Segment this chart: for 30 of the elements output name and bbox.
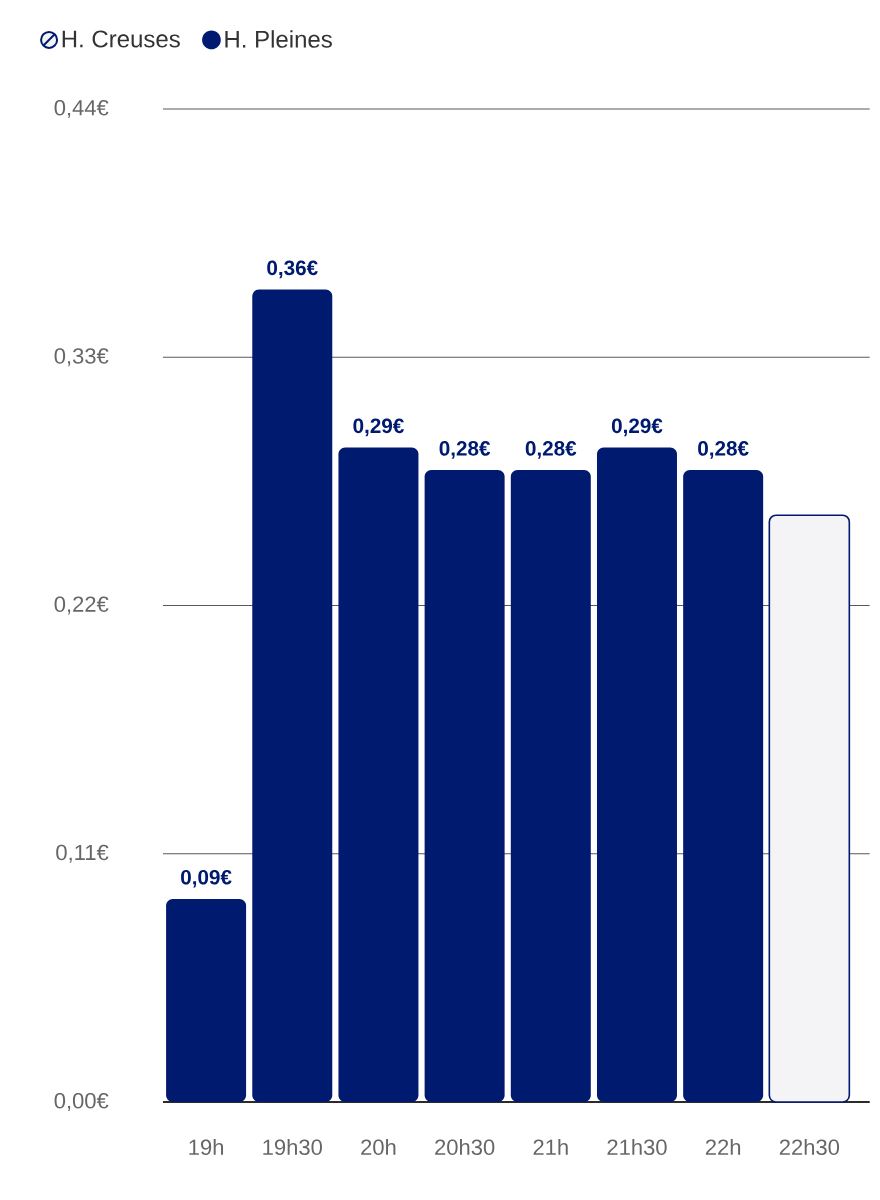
data-label: 0,28€ — [439, 441, 491, 459]
data-label: 0,29€ — [611, 418, 663, 437]
bar — [596, 447, 677, 1102]
bar — [338, 447, 419, 1102]
bar — [252, 289, 333, 1102]
x-tick-label: 19h — [189, 1138, 224, 1156]
legend-label: H. Pleines — [225, 30, 332, 48]
bar — [768, 514, 851, 1103]
x-tick-label: 20h — [361, 1138, 396, 1156]
y-tick-label: 0,11€ — [56, 844, 109, 863]
y-tick-label: 0,44€ — [54, 99, 109, 119]
x-tick-label: 21h30 — [607, 1138, 667, 1156]
data-label: 0,36€ — [267, 260, 318, 279]
x-tick-label: 21h — [533, 1138, 568, 1155]
x-tick-label: 20h30 — [435, 1138, 495, 1156]
y-tick-label: 0,33€ — [54, 348, 109, 367]
data-label: 0,28€ — [525, 441, 577, 459]
bar — [683, 470, 764, 1102]
bar — [424, 470, 505, 1102]
x-tick-label: 22h — [705, 1138, 741, 1155]
y-tick-label: 0,00€ — [54, 1092, 109, 1112]
bar — [510, 470, 591, 1102]
data-label: 0,29€ — [353, 418, 404, 437]
legend-label: H. Creuses — [62, 30, 180, 48]
x-tick-label: 22h30 — [779, 1138, 840, 1156]
x-tick-label: 19h30 — [263, 1138, 322, 1156]
y-tick-label: 0,22€ — [54, 596, 109, 615]
data-label: 0,09€ — [181, 869, 232, 888]
bar — [166, 898, 247, 1102]
data-label: 0,28€ — [698, 441, 749, 459]
